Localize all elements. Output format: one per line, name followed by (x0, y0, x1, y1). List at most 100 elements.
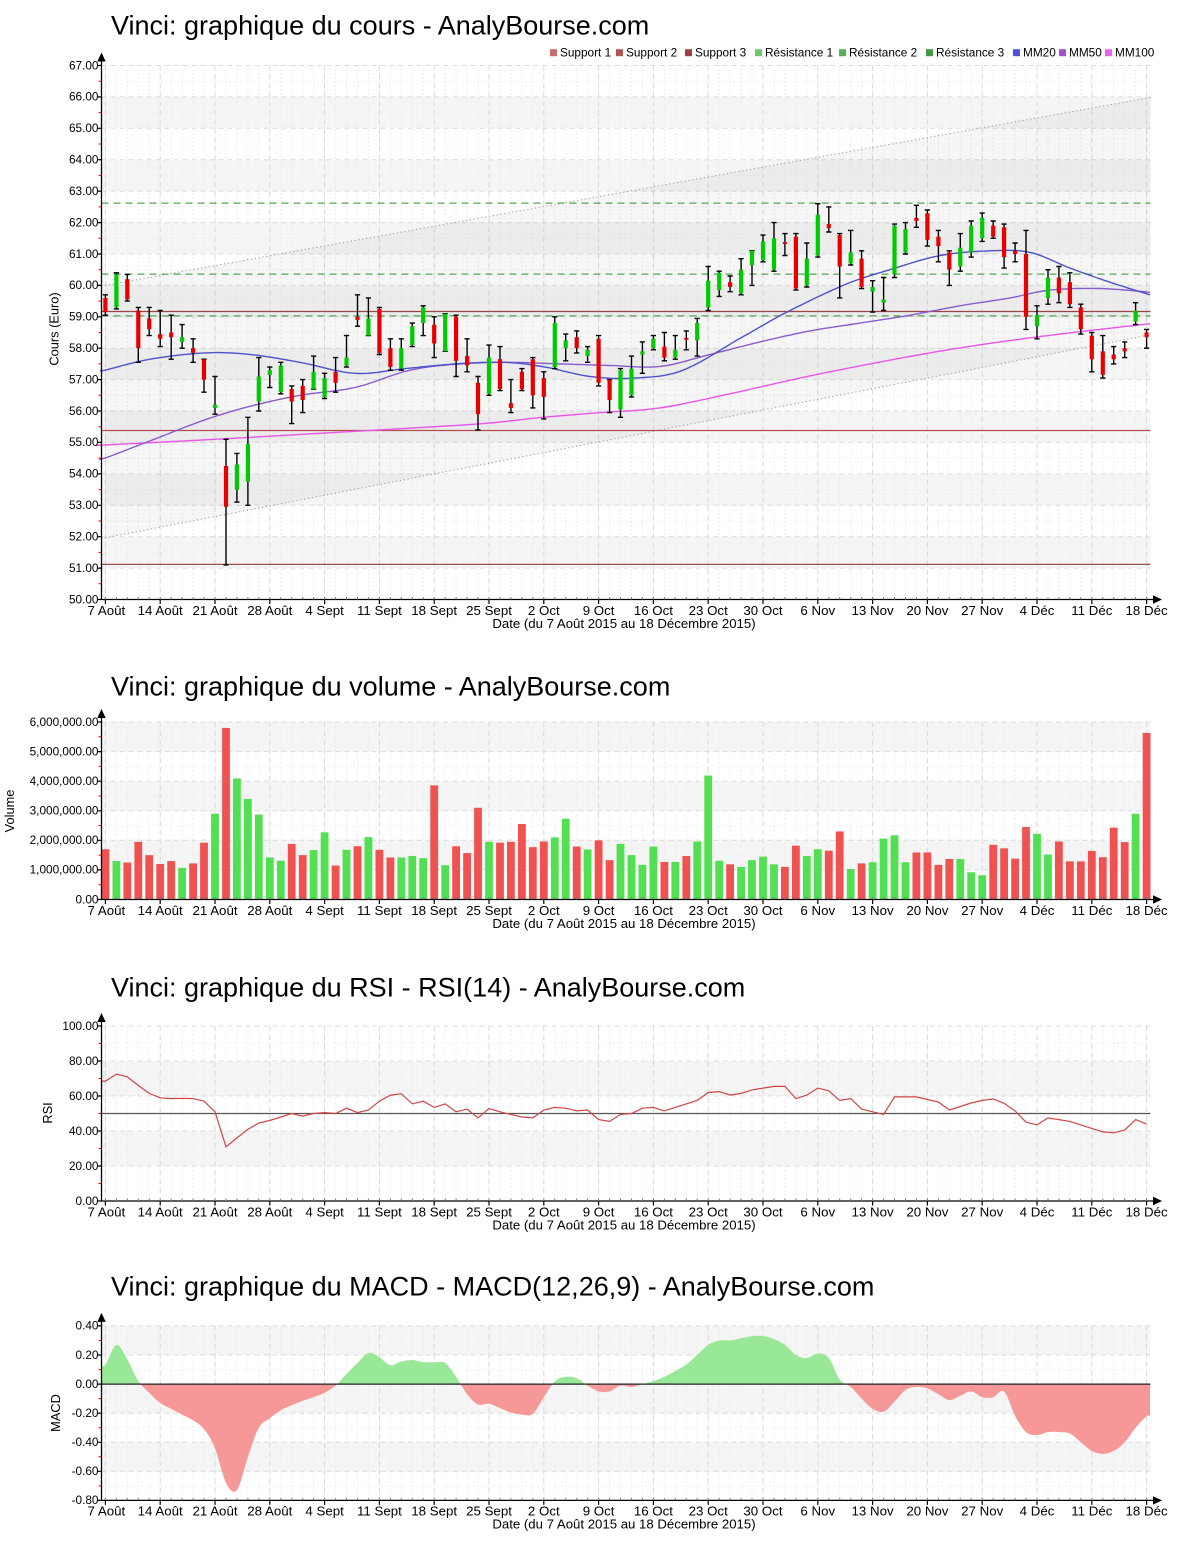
svg-text:27 Nov: 27 Nov (961, 603, 1003, 618)
svg-text:0.00: 0.00 (76, 892, 99, 906)
svg-text:7 Août: 7 Août (88, 1504, 126, 1519)
svg-text:-0.20: -0.20 (72, 1406, 99, 1420)
svg-text:25 Sept: 25 Sept (466, 1504, 512, 1519)
svg-text:23 Oct: 23 Oct (689, 603, 728, 618)
svg-text:2 Oct: 2 Oct (528, 1504, 560, 1519)
svg-text:65.00: 65.00 (69, 121, 99, 135)
svg-text:9 Oct: 9 Oct (583, 1504, 615, 1519)
svg-text:11 Sept: 11 Sept (357, 1205, 402, 1220)
svg-text:50.00: 50.00 (69, 592, 99, 606)
svg-text:18 Sept: 18 Sept (411, 1205, 457, 1220)
svg-text:100.00: 100.00 (62, 1019, 99, 1033)
svg-text:-0.40: -0.40 (72, 1435, 99, 1449)
svg-text:56.00: 56.00 (69, 404, 99, 418)
svg-text:3,000,000.00: 3,000,000.00 (30, 804, 99, 818)
svg-text:18 Déc: 18 Déc (1126, 1504, 1168, 1519)
svg-text:30 Oct: 30 Oct (743, 903, 782, 918)
svg-text:6,000,000.00: 6,000,000.00 (30, 715, 99, 729)
svg-text:16 Oct: 16 Oct (634, 903, 673, 918)
svg-text:28 Août: 28 Août (247, 1205, 292, 1220)
svg-text:2,000,000.00: 2,000,000.00 (30, 833, 99, 847)
svg-text:9 Oct: 9 Oct (583, 603, 615, 618)
svg-text:20 Nov: 20 Nov (906, 1504, 948, 1519)
svg-text:27 Nov: 27 Nov (961, 1504, 1003, 1519)
svg-text:6 Nov: 6 Nov (800, 1205, 835, 1220)
svg-text:2 Oct: 2 Oct (528, 1205, 560, 1220)
svg-text:Résistance 1: Résistance 1 (765, 45, 833, 59)
svg-text:30 Oct: 30 Oct (743, 1504, 782, 1519)
svg-text:21 Août: 21 Août (192, 903, 237, 918)
svg-text:4,000,000.00: 4,000,000.00 (30, 774, 99, 788)
svg-text:Cours (Euro): Cours (Euro) (47, 292, 62, 365)
svg-text:5,000,000.00: 5,000,000.00 (30, 744, 99, 758)
svg-text:4 Sept: 4 Sept (305, 603, 344, 618)
svg-text:2 Oct: 2 Oct (528, 603, 560, 618)
svg-text:27 Nov: 27 Nov (961, 903, 1003, 918)
svg-text:25 Sept: 25 Sept (466, 903, 512, 918)
svg-text:30 Oct: 30 Oct (743, 1205, 782, 1220)
svg-text:6 Nov: 6 Nov (800, 603, 835, 618)
svg-text:6 Nov: 6 Nov (800, 903, 835, 918)
svg-text:4 Déc: 4 Déc (1020, 903, 1055, 918)
svg-text:11 Déc: 11 Déc (1071, 603, 1112, 618)
svg-text:66.00: 66.00 (69, 90, 99, 104)
svg-text:25 Sept: 25 Sept (466, 1205, 512, 1220)
svg-text:54.00: 54.00 (69, 467, 99, 481)
svg-text:Support 1: Support 1 (560, 45, 611, 59)
svg-text:4 Sept: 4 Sept (305, 1205, 344, 1220)
svg-text:11 Sept: 11 Sept (357, 903, 402, 918)
svg-text:67.00: 67.00 (69, 58, 99, 72)
svg-text:80.00: 80.00 (69, 1054, 99, 1068)
svg-text:18 Sept: 18 Sept (411, 903, 457, 918)
svg-text:28 Août: 28 Août (247, 603, 292, 618)
svg-text:0.00: 0.00 (76, 1377, 99, 1391)
svg-text:23 Oct: 23 Oct (689, 1205, 728, 1220)
svg-text:6 Nov: 6 Nov (800, 1504, 835, 1519)
svg-text:4 Déc: 4 Déc (1020, 1504, 1055, 1519)
svg-text:51.00: 51.00 (69, 561, 99, 575)
svg-text:62.00: 62.00 (69, 215, 99, 229)
svg-text:4 Déc: 4 Déc (1020, 1205, 1055, 1220)
svg-text:63.00: 63.00 (69, 184, 99, 198)
svg-text:13 Nov: 13 Nov (852, 603, 894, 618)
svg-text:MM50: MM50 (1069, 45, 1102, 59)
svg-text:RSI: RSI (40, 1102, 55, 1123)
svg-text:7 Août: 7 Août (88, 1205, 126, 1220)
svg-text:Vinci: graphique du MACD - MAC: Vinci: graphique du MACD - MACD(12,26,9)… (111, 1272, 874, 1302)
svg-text:MACD: MACD (48, 1394, 63, 1432)
svg-text:14 Août: 14 Août (138, 603, 183, 618)
svg-text:60.00: 60.00 (69, 278, 99, 292)
svg-text:53.00: 53.00 (69, 498, 99, 512)
svg-text:4 Sept: 4 Sept (305, 903, 344, 918)
svg-text:14 Août: 14 Août (138, 903, 183, 918)
svg-text:MM100: MM100 (1115, 45, 1155, 59)
svg-text:11 Déc: 11 Déc (1071, 1205, 1112, 1220)
svg-text:11 Déc: 11 Déc (1071, 1504, 1112, 1519)
svg-text:Date (du 7 Août 2015 au 18 Déc: Date (du 7 Août 2015 au 18 Décembre 2015… (492, 616, 755, 631)
svg-text:Résistance 3: Résistance 3 (936, 45, 1005, 59)
svg-text:40.00: 40.00 (69, 1124, 99, 1138)
svg-text:11 Déc: 11 Déc (1071, 903, 1112, 918)
svg-text:28 Août: 28 Août (247, 1504, 292, 1519)
svg-text:20 Nov: 20 Nov (906, 603, 948, 618)
svg-text:18 Déc: 18 Déc (1126, 903, 1168, 918)
svg-text:-0.60: -0.60 (72, 1464, 99, 1478)
svg-text:60.00: 60.00 (69, 1089, 99, 1103)
svg-text:13 Nov: 13 Nov (852, 1205, 894, 1220)
svg-text:Support 3: Support 3 (695, 45, 747, 59)
svg-text:28 Août: 28 Août (247, 903, 292, 918)
svg-text:0.20: 0.20 (76, 1348, 99, 1362)
svg-text:13 Nov: 13 Nov (852, 903, 894, 918)
svg-text:30 Oct: 30 Oct (743, 603, 782, 618)
svg-text:14 Août: 14 Août (138, 1205, 183, 1220)
svg-text:16 Oct: 16 Oct (634, 1504, 673, 1519)
svg-text:18 Déc: 18 Déc (1126, 1205, 1168, 1220)
svg-text:1,000,000.00: 1,000,000.00 (30, 863, 99, 877)
svg-text:55.00: 55.00 (69, 435, 99, 449)
svg-text:11 Sept: 11 Sept (357, 603, 402, 618)
svg-text:7 Août: 7 Août (88, 603, 126, 618)
svg-text:57.00: 57.00 (69, 372, 99, 386)
svg-text:23 Oct: 23 Oct (689, 903, 728, 918)
svg-text:21 Août: 21 Août (192, 1205, 237, 1220)
svg-text:Date (du 7 Août 2015 au 18 Déc: Date (du 7 Août 2015 au 18 Décembre 2015… (492, 1218, 755, 1233)
